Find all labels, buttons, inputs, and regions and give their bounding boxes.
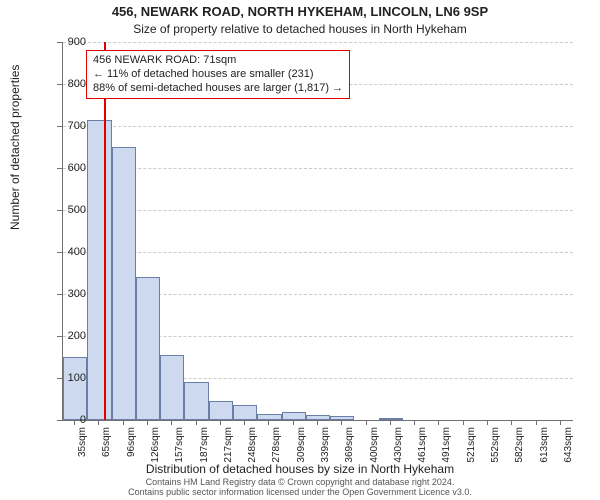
y-tick-mark (57, 252, 62, 253)
y-tick-label: 300 (46, 288, 86, 300)
y-tick-mark (57, 84, 62, 85)
y-tick-mark (57, 420, 62, 421)
x-tick-mark (536, 420, 537, 425)
x-tick-label: 309sqm (296, 427, 307, 463)
histogram-bar (87, 120, 111, 420)
y-tick-mark (57, 378, 62, 379)
x-tick-label: 400sqm (369, 427, 380, 463)
info-box: 456 NEWARK ROAD: 71sqm ← 11% of detached… (86, 50, 350, 99)
x-tick-mark (560, 420, 561, 425)
gridline (63, 210, 573, 211)
histogram-bar (379, 418, 403, 420)
x-tick-mark (171, 420, 172, 425)
x-tick-label: 613sqm (539, 427, 550, 463)
x-tick-mark (98, 420, 99, 425)
y-tick-label: 0 (46, 414, 86, 426)
y-tick-mark (57, 126, 62, 127)
x-tick-label: 643sqm (563, 427, 574, 463)
x-tick-label: 248sqm (247, 427, 258, 463)
x-tick-label: 278sqm (271, 427, 282, 463)
x-tick-label: 521sqm (466, 427, 477, 463)
info-line-2: ← 11% of detached houses are smaller (23… (93, 68, 343, 82)
histogram-bar (330, 416, 354, 420)
y-tick-label: 100 (46, 372, 86, 384)
histogram-bar (282, 412, 306, 420)
histogram-bar (209, 401, 233, 420)
x-tick-mark (293, 420, 294, 425)
x-tick-mark (390, 420, 391, 425)
info-line-1: 456 NEWARK ROAD: 71sqm (93, 54, 343, 68)
histogram-bar (184, 382, 208, 420)
x-tick-label: 461sqm (417, 427, 428, 463)
footer: Contains HM Land Registry data © Crown c… (6, 478, 594, 498)
x-tick-label: 65sqm (101, 427, 112, 457)
chart-title: 456, NEWARK ROAD, NORTH HYKEHAM, LINCOLN… (0, 4, 600, 19)
y-tick-label: 900 (46, 36, 86, 48)
y-tick-mark (57, 42, 62, 43)
x-tick-mark (414, 420, 415, 425)
chart-subtitle: Size of property relative to detached ho… (0, 22, 600, 36)
histogram-bar (136, 277, 160, 420)
histogram-bar (112, 147, 136, 420)
histogram-bar (233, 405, 257, 420)
y-tick-label: 800 (46, 78, 86, 90)
gridline (63, 126, 573, 127)
y-tick-label: 400 (46, 246, 86, 258)
histogram-bar (160, 355, 184, 420)
footer-line-1: Contains HM Land Registry data © Crown c… (146, 477, 455, 487)
x-tick-mark (244, 420, 245, 425)
x-tick-mark (438, 420, 439, 425)
x-tick-label: 369sqm (344, 427, 355, 463)
x-tick-label: 582sqm (514, 427, 525, 463)
y-tick-label: 200 (46, 330, 86, 342)
x-tick-mark (220, 420, 221, 425)
y-axis-label: Number of detached properties (8, 65, 22, 230)
x-tick-mark (196, 420, 197, 425)
y-tick-mark (57, 294, 62, 295)
x-tick-mark (341, 420, 342, 425)
histogram-bar (63, 357, 87, 420)
gridline (63, 252, 573, 253)
histogram-bar (257, 414, 281, 420)
x-tick-mark (366, 420, 367, 425)
x-tick-mark (463, 420, 464, 425)
x-tick-label: 552sqm (490, 427, 501, 463)
x-tick-label: 491sqm (441, 427, 452, 463)
footer-line-2: Contains public sector information licen… (128, 487, 472, 497)
y-tick-label: 600 (46, 162, 86, 174)
x-tick-label: 157sqm (174, 427, 185, 463)
gridline (63, 168, 573, 169)
gridline (63, 42, 573, 43)
x-tick-mark (123, 420, 124, 425)
x-tick-mark (317, 420, 318, 425)
info-line-3: 88% of semi-detached houses are larger (… (93, 82, 343, 96)
x-tick-label: 339sqm (320, 427, 331, 463)
x-tick-label: 217sqm (223, 427, 234, 463)
y-tick-mark (57, 168, 62, 169)
x-tick-label: 430sqm (393, 427, 404, 463)
x-tick-mark (147, 420, 148, 425)
y-tick-mark (57, 210, 62, 211)
x-tick-mark (74, 420, 75, 425)
y-tick-mark (57, 336, 62, 337)
x-tick-mark (487, 420, 488, 425)
x-tick-mark (268, 420, 269, 425)
x-tick-label: 96sqm (126, 427, 137, 457)
x-axis-label: Distribution of detached houses by size … (0, 462, 600, 476)
x-tick-mark (511, 420, 512, 425)
x-tick-label: 126sqm (150, 427, 161, 463)
x-tick-label: 187sqm (199, 427, 210, 463)
x-tick-label: 35sqm (77, 427, 88, 457)
y-tick-label: 500 (46, 204, 86, 216)
y-tick-label: 700 (46, 120, 86, 132)
